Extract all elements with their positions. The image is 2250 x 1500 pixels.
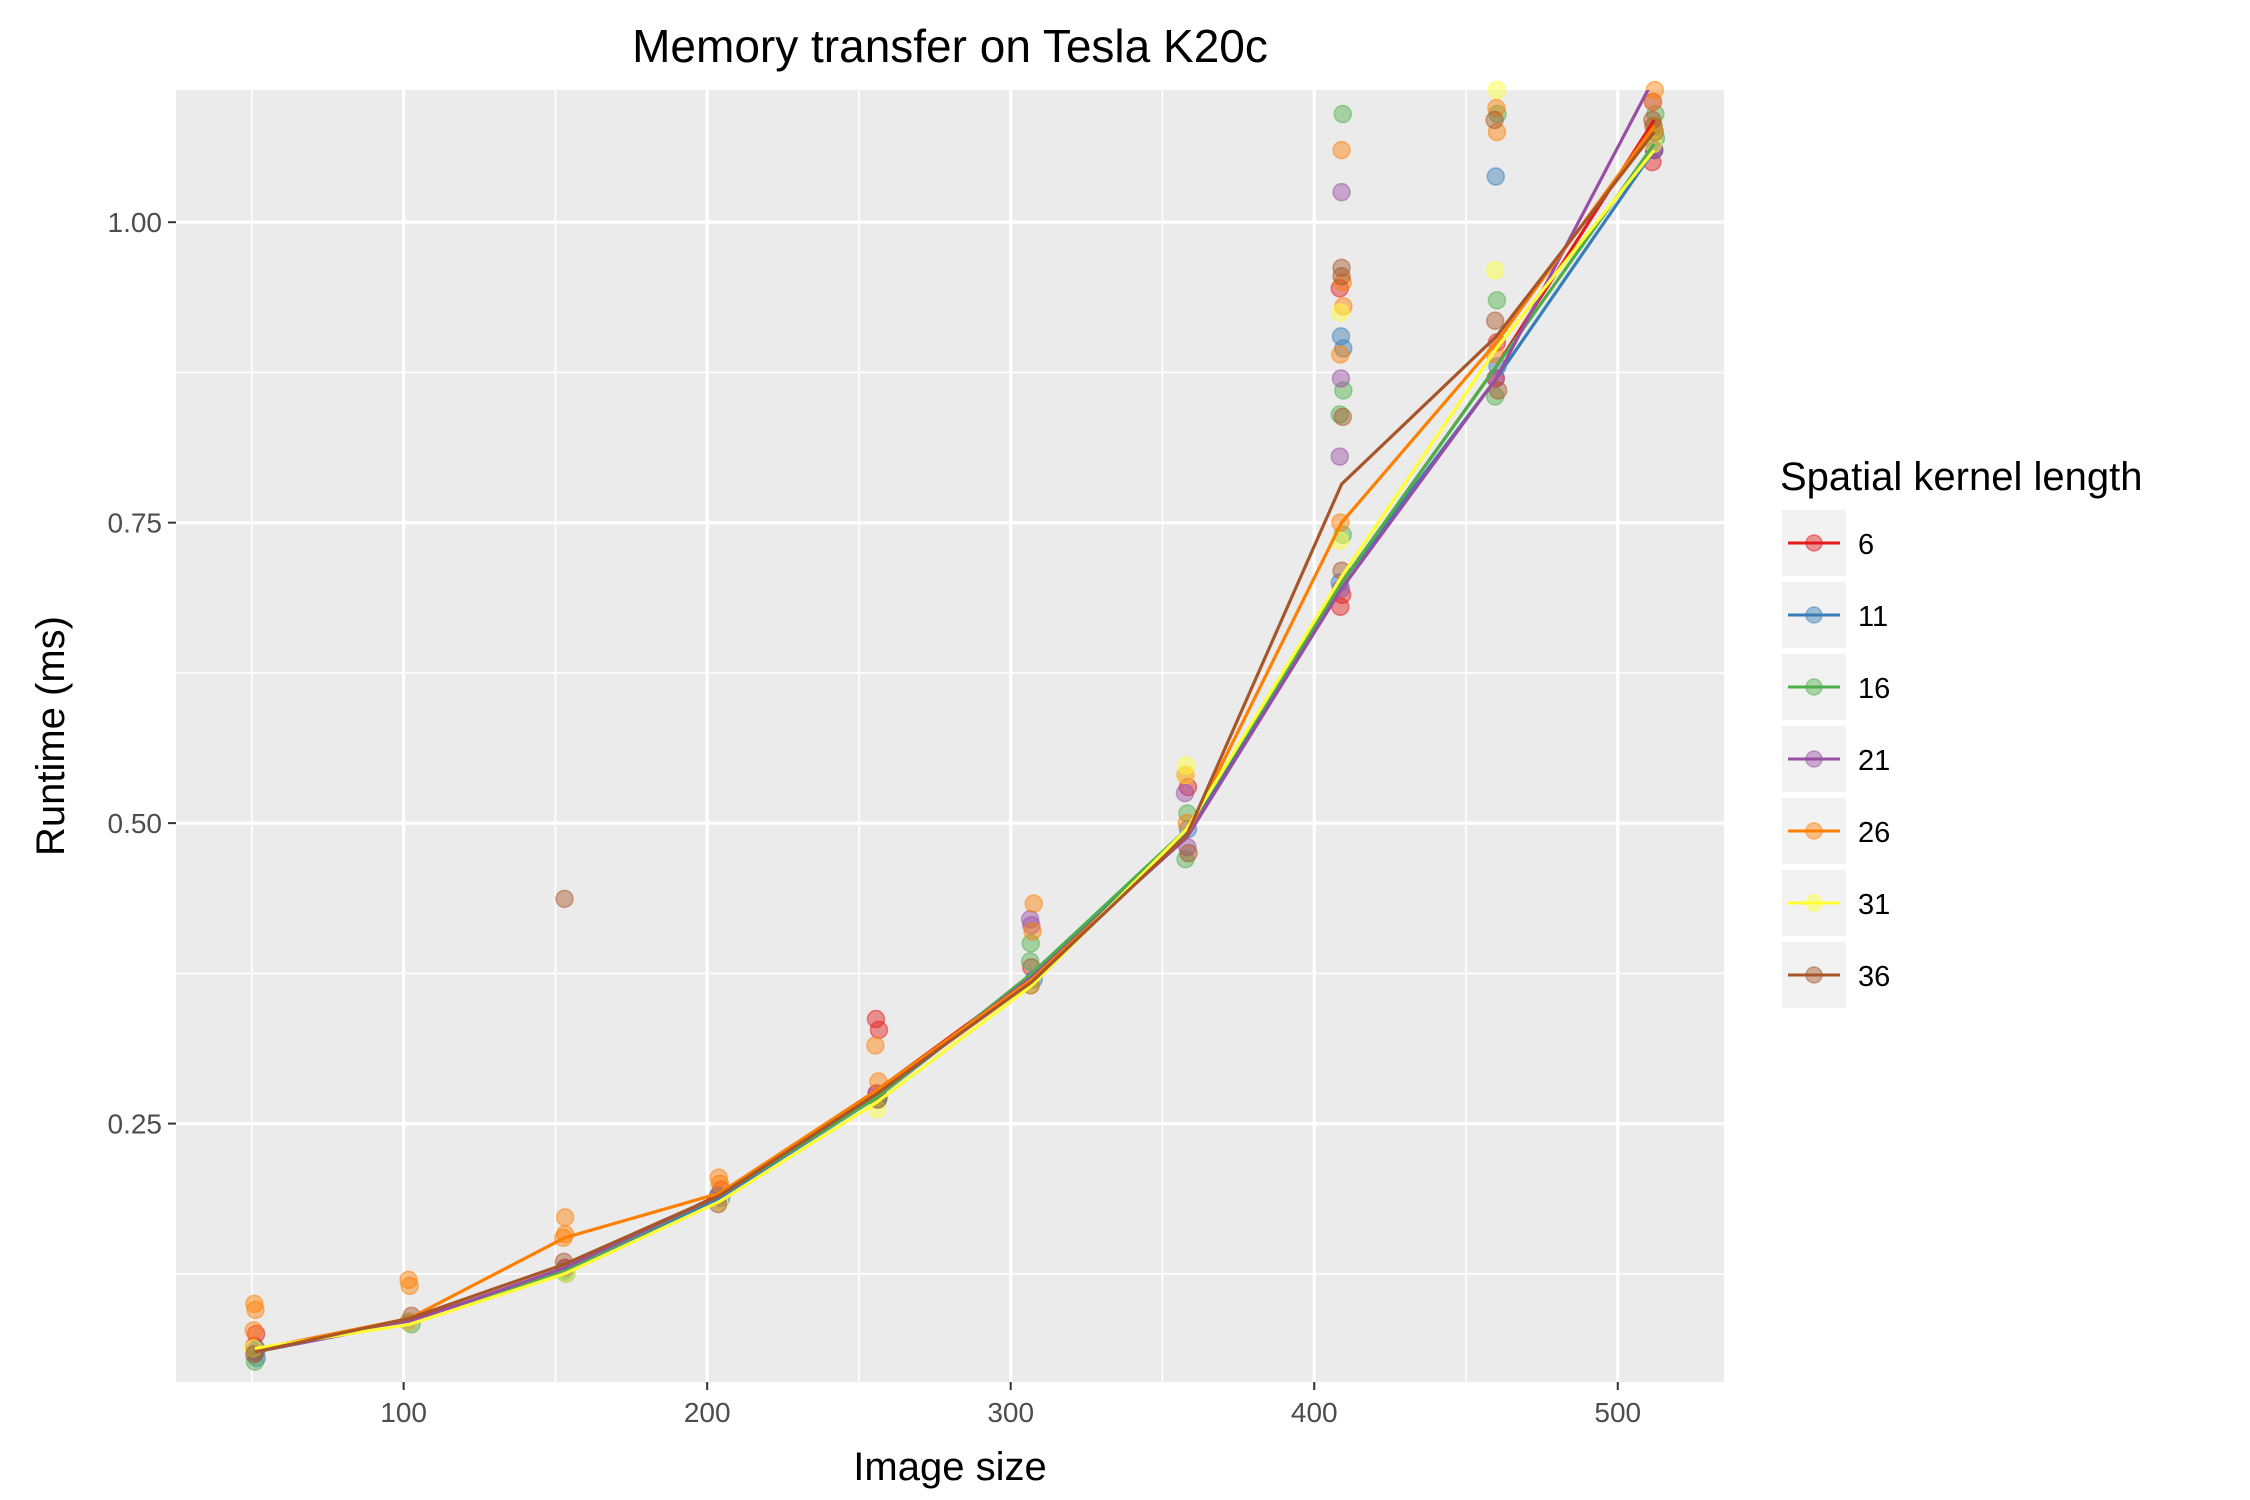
- data-point: [1175, 783, 1195, 803]
- data-point: [1330, 405, 1350, 424]
- data-point: [1485, 261, 1505, 280]
- data-point: [1332, 140, 1351, 160]
- data-point: [1485, 311, 1505, 331]
- data-point: [1333, 273, 1353, 292]
- x-tick-label: 300: [987, 1397, 1034, 1428]
- x-tick-label: 100: [380, 1397, 427, 1428]
- data-point: [1176, 765, 1195, 785]
- data-point: [869, 1020, 889, 1040]
- data-point: [400, 1276, 419, 1296]
- y-tick-label: 1.00: [108, 207, 163, 238]
- legend-point-31: [1805, 894, 1823, 912]
- data-point: [1332, 182, 1351, 202]
- data-point: [555, 1208, 575, 1227]
- legend-point-16: [1805, 678, 1823, 696]
- legend-label-11: 11: [1858, 601, 1888, 633]
- data-point: [1486, 167, 1506, 186]
- data-point: [1176, 756, 1196, 775]
- data-point: [866, 1036, 885, 1055]
- data-point: [1333, 104, 1353, 124]
- series-lines: [254, 90, 1656, 1354]
- data-point: [1020, 952, 1040, 971]
- x-axis: 100 200 300 400 500: [380, 1382, 1641, 1428]
- data-point: [866, 1009, 886, 1029]
- data-point: [1330, 447, 1350, 466]
- data-point: [1331, 303, 1350, 322]
- series-line-26: [254, 125, 1656, 1352]
- major-gridlines: [176, 90, 1724, 1382]
- legend: Spatial kernel length 6 11 16 21 26 31 36: [1780, 455, 2142, 1008]
- legend-point-36: [1805, 966, 1823, 984]
- legend-point-21: [1805, 750, 1823, 768]
- minor-gridlines: [176, 90, 1724, 1382]
- series-line-31: [254, 149, 1656, 1350]
- data-point: [1485, 110, 1504, 130]
- data-point: [1179, 843, 1198, 863]
- legend-label-31: 31: [1858, 889, 1890, 921]
- data-point: [1643, 92, 1663, 112]
- data-point: [1332, 267, 1351, 286]
- data-point: [1487, 80, 1507, 100]
- y-axis: 0.25 0.50 0.75 1.00: [108, 207, 176, 1140]
- data-point: [1333, 407, 1353, 427]
- plot-panel: [176, 90, 1724, 1382]
- data-point: [244, 1321, 263, 1340]
- data-point: [1488, 381, 1508, 400]
- data-point: [246, 1300, 265, 1320]
- y-axis-title: Runtime (ms): [29, 616, 73, 856]
- data-point: [1487, 291, 1507, 310]
- data-point: [399, 1270, 418, 1290]
- y-tick-label: 0.25: [108, 1109, 163, 1140]
- legend-point-6: [1805, 534, 1823, 552]
- data-point: [709, 1168, 728, 1187]
- data-point: [555, 889, 574, 909]
- legend-label-16: 16: [1858, 673, 1890, 705]
- data-point: [245, 1352, 265, 1371]
- x-axis-title: Image size: [853, 1445, 1046, 1489]
- x-tick-label: 500: [1594, 1397, 1641, 1428]
- chart-title: Memory transfer on Tesla K20c: [632, 20, 1268, 72]
- data-point: [245, 1294, 264, 1314]
- data-point: [1331, 369, 1351, 388]
- data-point: [1022, 916, 1041, 935]
- legend-title: Spatial kernel length: [1780, 455, 2142, 499]
- x-tick-label: 200: [684, 1397, 731, 1428]
- series-line-36: [254, 131, 1656, 1354]
- legend-label-21: 21: [1858, 745, 1890, 777]
- data-point: [1023, 922, 1042, 941]
- legend-label-36: 36: [1858, 961, 1890, 993]
- legend-label-6: 6: [1858, 529, 1874, 561]
- data-point: [1331, 345, 1350, 364]
- x-tick-label: 400: [1291, 1397, 1338, 1428]
- data-point: [1024, 894, 1044, 913]
- legend-point-26: [1805, 822, 1823, 840]
- legend-label-26: 26: [1858, 817, 1890, 849]
- legend-point-11: [1805, 606, 1823, 624]
- y-tick-label: 0.75: [108, 508, 163, 539]
- y-tick-label: 0.50: [108, 808, 163, 839]
